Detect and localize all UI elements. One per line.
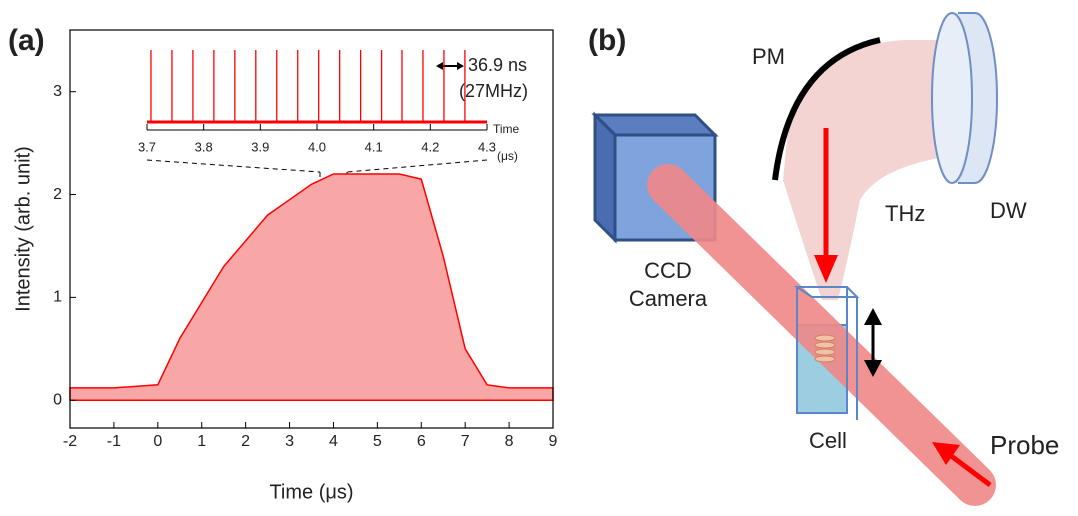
frame [69, 29, 554, 429]
x-tick-label: -1 [107, 433, 121, 450]
annotation: (27MHz) [459, 81, 528, 101]
x-tick-label: 5 [373, 433, 382, 450]
y-tick-label: 3 [53, 83, 62, 100]
window-edge [958, 12, 975, 184]
x-tick-label: 8 [505, 433, 514, 450]
x-tick-label: -2 [63, 433, 77, 450]
pulse-envelope [69, 173, 554, 401]
x-tick-label: 7 [461, 433, 470, 450]
diagram: CCD Camera PM THz DW Cell Probe [591, 12, 1059, 506]
x-tick-label: 3.7 [138, 139, 156, 154]
camera-side [593, 111, 617, 244]
label: PM [752, 44, 785, 69]
x-axis-unit: (μs) [497, 149, 518, 163]
x-tick-label: 2 [241, 433, 250, 450]
arrow-head [864, 308, 882, 325]
y-tick-label: 0 [53, 391, 62, 408]
arrow-head [457, 62, 464, 70]
panel-label: (b) [588, 24, 626, 57]
arrow [948, 453, 992, 487]
parabolic-mirror [772, 37, 881, 181]
x-axis-label: Time [493, 122, 520, 136]
arrow-head [436, 62, 443, 70]
x-tick-label: 4 [329, 433, 338, 450]
arrow-head [932, 442, 960, 465]
y-tick-label: 2 [53, 186, 62, 203]
label: CCD [644, 258, 692, 283]
x-axis-label: Time (μs) [269, 481, 353, 503]
y-axis-label: Intensity (arb. unit) [12, 146, 34, 312]
x-tick-label: 0 [153, 433, 162, 450]
x-tick-label: 1 [197, 433, 206, 450]
label: Cell [809, 428, 847, 453]
x-tick-label: 4.0 [308, 139, 326, 154]
x-tick-label: 3.8 [195, 139, 213, 154]
x-tick-label: 4.1 [365, 139, 383, 154]
x-tick-label: 6 [417, 433, 426, 450]
zoom-line [146, 159, 488, 173]
x-tick-label: 3 [285, 433, 294, 450]
label: Camera [629, 286, 708, 311]
arrow-head [864, 360, 882, 377]
focus [814, 334, 836, 363]
window-front [931, 12, 973, 184]
x-tick-label: 9 [549, 433, 558, 450]
x-tick-label: 4.3 [478, 139, 496, 154]
label: DW [990, 198, 1027, 223]
label: Probe [990, 430, 1059, 460]
panel-label: (a) [8, 24, 45, 57]
x-tick-label: 4.2 [421, 139, 439, 154]
arrow-head [814, 255, 838, 283]
annotation: 36.9 ns [468, 55, 527, 75]
x-tick-label: 3.9 [251, 139, 269, 154]
label: THz [885, 201, 925, 226]
y-tick-label: 1 [53, 289, 62, 306]
